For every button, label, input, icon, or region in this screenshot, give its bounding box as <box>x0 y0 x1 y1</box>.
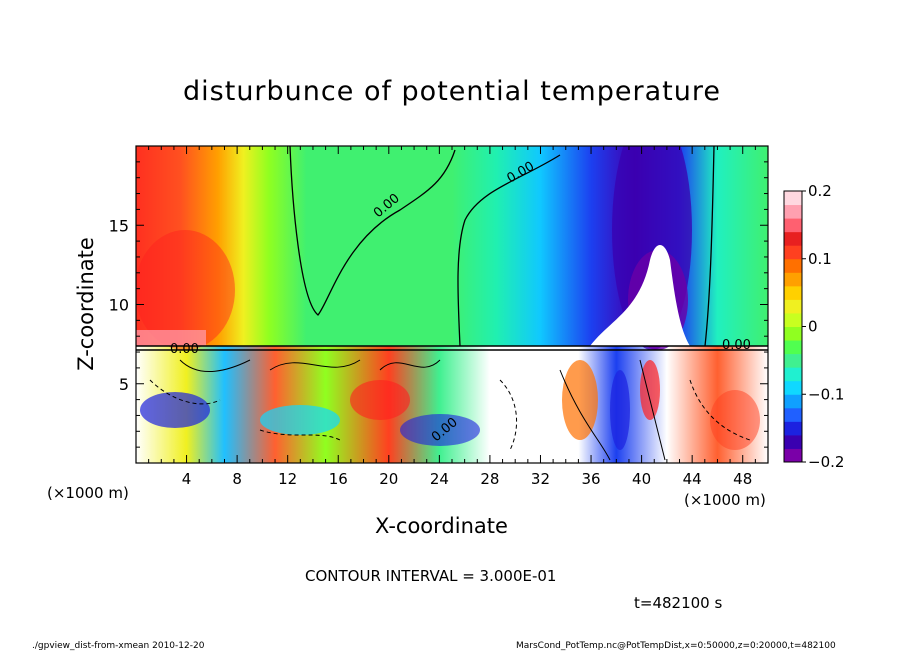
colorbar-tick-label: 0.2 <box>808 182 832 200</box>
colorbar-swatch <box>784 204 802 219</box>
x-tick-label: 16 <box>329 470 348 488</box>
colorbar-swatch <box>784 448 802 463</box>
x-tick-label: 28 <box>480 470 499 488</box>
contour-label: 0.00 <box>722 338 751 353</box>
colorbar-swatch <box>784 340 802 355</box>
colorbar-swatch <box>784 421 802 436</box>
x-unit-label-right: (×1000 m) <box>684 491 766 509</box>
colorbar-swatch <box>784 245 802 260</box>
colorbar-swatch <box>784 299 802 314</box>
x-tick-label: 32 <box>531 470 550 488</box>
chart-title: disturbunce of potential temperature <box>183 76 721 107</box>
x-tick-label: 4 <box>182 470 192 488</box>
colorbar: 0.2 0.1 0 −0.1 −0.2 <box>783 182 844 471</box>
x-tick-label: 40 <box>632 470 651 488</box>
z-tick-label: 5 <box>119 375 129 394</box>
y-axis-label: Z-coordinate <box>74 237 98 371</box>
x-axis-label: X-coordinate <box>375 514 508 538</box>
colorbar-tick-label: 0 <box>808 318 818 336</box>
colorbar-tick-label: −0.1 <box>808 385 844 403</box>
x-tick-label: 12 <box>278 470 297 488</box>
z-ticks: 5 10 15 <box>109 145 768 464</box>
colorbar-swatch <box>784 394 802 409</box>
x-tick-label: 48 <box>733 470 752 488</box>
time-label: t=482100 s <box>634 594 723 612</box>
colorbar-swatch <box>784 272 802 287</box>
footer-right: MarsCond_PotTemp.nc@PotTempDist,x=0:5000… <box>516 641 836 651</box>
colorbar-swatch <box>784 367 802 382</box>
contour-label: 0.00 <box>170 342 199 357</box>
colorbar-swatch <box>784 258 802 273</box>
colorbar-swatch <box>784 218 802 233</box>
x-ticks: 4 8 12 16 20 24 28 32 36 40 44 48 <box>135 146 769 488</box>
x-unit-label: (×1000 m) <box>47 484 129 502</box>
colorbar-swatch <box>784 312 802 327</box>
colorbar-swatch <box>784 407 802 422</box>
x-tick-label: 8 <box>232 470 242 488</box>
footer-left: ./gpview_dist-from-xmean 2010-12-20 <box>32 641 205 651</box>
colorbar-swatch <box>784 285 802 300</box>
colorbar-swatch <box>784 434 802 449</box>
x-tick-label: 24 <box>430 470 449 488</box>
colorbar-tick-label: −0.2 <box>808 453 844 471</box>
z-tick-label: 10 <box>109 296 129 315</box>
colorbar-swatch <box>784 231 802 246</box>
contour-interval: CONTOUR INTERVAL = 3.000E-01 <box>305 567 557 585</box>
x-tick-label: 44 <box>683 470 702 488</box>
colorbar-swatch <box>784 380 802 395</box>
z-tick-label: 15 <box>109 216 129 235</box>
colorbar-swatch <box>784 353 802 368</box>
colorbar-swatch <box>784 326 802 341</box>
field-image <box>136 146 768 463</box>
colorbar-swatch <box>784 191 802 206</box>
x-tick-label: 20 <box>379 470 398 488</box>
x-tick-label: 36 <box>581 470 600 488</box>
colorbar-tick-label: 0.1 <box>808 250 832 268</box>
